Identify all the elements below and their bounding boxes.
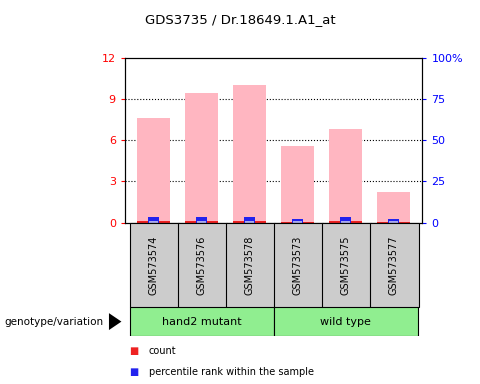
FancyBboxPatch shape	[226, 223, 275, 307]
Bar	[244, 217, 255, 223]
Bar	[137, 221, 170, 223]
Bar	[389, 221, 398, 223]
FancyBboxPatch shape	[130, 223, 179, 307]
Bar	[233, 221, 266, 223]
Bar	[233, 85, 266, 223]
FancyBboxPatch shape	[130, 307, 274, 336]
Text: hand2 mutant: hand2 mutant	[162, 316, 241, 327]
FancyBboxPatch shape	[274, 223, 323, 307]
Bar	[149, 221, 158, 223]
Bar	[185, 221, 218, 223]
Bar	[196, 217, 207, 223]
Text: GSM573577: GSM573577	[389, 235, 398, 295]
Bar	[281, 146, 314, 223]
Text: genotype/variation: genotype/variation	[5, 316, 104, 327]
Text: count: count	[149, 346, 177, 356]
Bar	[377, 222, 410, 223]
Text: GSM573573: GSM573573	[293, 235, 302, 295]
Bar	[341, 221, 350, 223]
FancyBboxPatch shape	[370, 223, 419, 307]
FancyBboxPatch shape	[274, 307, 418, 336]
Bar	[388, 219, 399, 223]
Text: GDS3735 / Dr.18649.1.A1_at: GDS3735 / Dr.18649.1.A1_at	[144, 13, 336, 26]
Bar	[137, 118, 170, 223]
Bar	[292, 219, 303, 223]
Bar	[185, 93, 218, 223]
Bar	[377, 192, 410, 223]
Text: GSM573574: GSM573574	[149, 235, 158, 295]
Bar	[148, 217, 159, 223]
Text: ■: ■	[130, 346, 139, 356]
Bar	[329, 129, 362, 223]
Text: GSM573576: GSM573576	[197, 235, 206, 295]
Bar	[245, 221, 254, 223]
Bar	[293, 221, 302, 223]
FancyBboxPatch shape	[178, 223, 227, 307]
Text: percentile rank within the sample: percentile rank within the sample	[149, 367, 314, 377]
Text: ■: ■	[130, 367, 139, 377]
Text: GSM573578: GSM573578	[245, 235, 254, 295]
Bar	[329, 221, 362, 223]
Text: GSM573575: GSM573575	[341, 235, 350, 295]
Bar	[340, 217, 351, 223]
FancyBboxPatch shape	[322, 223, 371, 307]
Bar	[281, 222, 314, 223]
Text: wild type: wild type	[320, 316, 371, 327]
Bar	[197, 221, 206, 223]
